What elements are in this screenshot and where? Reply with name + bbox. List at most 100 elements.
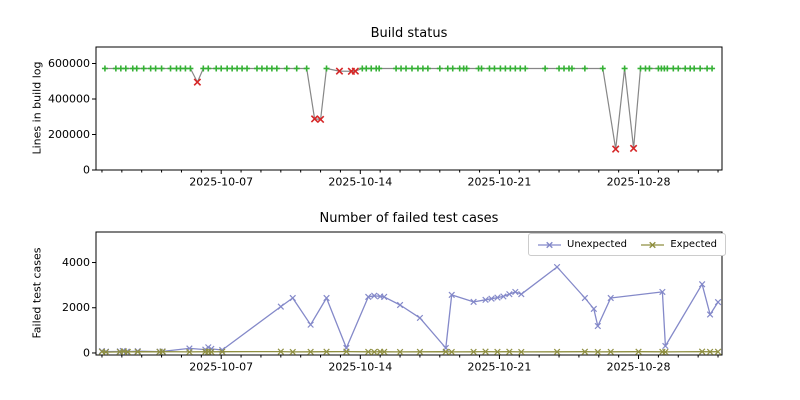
series-marker-unexpected xyxy=(380,293,388,301)
x-tick-label: 2025-10-21 xyxy=(467,176,531,189)
series-marker-expected xyxy=(482,348,489,355)
legend-sample-expected-icon xyxy=(641,241,665,248)
series-line-expected xyxy=(101,350,719,353)
series-marker-expected xyxy=(607,348,614,356)
series-marker-expected xyxy=(706,348,714,356)
series-marker-unexpected xyxy=(307,321,314,328)
series-marker-expected xyxy=(380,348,388,356)
series-marker-expected xyxy=(518,348,525,356)
series-marker-unexpected xyxy=(289,294,296,302)
x-tick-label: 2025-10-28 xyxy=(607,361,671,374)
series-marker-expected xyxy=(323,348,330,355)
series-marker-expected xyxy=(506,348,513,355)
series-marker-expected xyxy=(659,348,666,356)
series-line-unexpected xyxy=(101,266,719,353)
chart-title-failed-test-cases: Number of failed test cases xyxy=(319,211,499,226)
y-tick-label: 2000 xyxy=(62,301,90,314)
series-marker-unexpected xyxy=(500,293,507,300)
series-marker-unexpected xyxy=(706,311,714,318)
y-tick-label: 400000 xyxy=(48,93,90,106)
series-marker-unexpected xyxy=(553,263,561,271)
series-marker-unexpected xyxy=(277,303,285,310)
failed-build-marker xyxy=(335,67,344,75)
failed-build-marker xyxy=(193,78,202,86)
series-marker-expected xyxy=(635,348,642,355)
legend-item-expected: Expected xyxy=(640,239,717,250)
series-marker-unexpected xyxy=(590,305,598,313)
series-marker-expected xyxy=(102,348,110,356)
series-marker-expected xyxy=(448,348,455,356)
series-marker-unexpected xyxy=(494,294,501,301)
x-tick-label: 2025-10-28 xyxy=(607,176,671,189)
x-tick-label: 2025-10-21 xyxy=(467,361,531,374)
series-marker-unexpected xyxy=(470,298,477,306)
series-marker-expected xyxy=(205,348,212,355)
series-marker-unexpected xyxy=(488,295,495,302)
y-tick-label: 0 xyxy=(83,346,90,359)
y-tick-label: 600000 xyxy=(48,57,90,70)
x-tick-label: 2025-10-14 xyxy=(328,176,392,189)
legend: Unexpected Expected xyxy=(528,233,726,256)
series-marker-expected xyxy=(698,348,706,355)
series-marker-unexpected xyxy=(659,288,666,296)
series-marker-unexpected xyxy=(370,292,378,299)
series-marker-unexpected xyxy=(506,290,513,298)
series-marker-unexpected xyxy=(482,296,489,304)
chart-title-build-status: Build status xyxy=(370,26,448,41)
legend-item-unexpected: Unexpected xyxy=(537,239,627,250)
series-marker-expected xyxy=(277,348,285,355)
series-marker-expected xyxy=(581,348,589,355)
series-marker-expected xyxy=(662,348,669,356)
series-marker-expected xyxy=(594,348,602,356)
series-marker-unexpected xyxy=(594,322,602,330)
series-marker-expected xyxy=(370,348,378,356)
series-marker-expected xyxy=(159,348,166,355)
series-marker-expected xyxy=(208,348,215,356)
failed-build-marker xyxy=(310,115,319,123)
series-marker-expected xyxy=(470,348,477,356)
legend-label-expected: Expected xyxy=(670,239,717,250)
axes-box xyxy=(95,46,723,171)
series-marker-unexpected xyxy=(518,290,525,298)
x-tick-label: 2025-10-14 xyxy=(328,361,392,374)
series-marker-unexpected xyxy=(365,293,372,301)
failed-build-marker xyxy=(611,145,620,153)
y-tick-label: 200000 xyxy=(48,128,90,141)
series-marker-expected xyxy=(124,348,132,356)
series-marker-expected xyxy=(494,348,501,356)
series-marker-unexpected xyxy=(607,294,614,302)
series-marker-expected xyxy=(714,348,722,355)
legend-sample-unexpected-icon xyxy=(538,241,561,248)
series-marker-unexpected xyxy=(448,291,455,299)
y-tick-label: 4000 xyxy=(62,256,90,269)
series-marker-expected xyxy=(134,348,141,355)
series-marker-unexpected xyxy=(416,314,424,322)
series-marker-unexpected xyxy=(662,342,669,350)
series-marker-expected xyxy=(442,348,449,355)
series-marker-unexpected xyxy=(396,301,404,309)
series-marker-expected xyxy=(416,348,424,356)
series-marker-expected xyxy=(307,348,314,356)
series-marker-expected xyxy=(396,348,404,356)
legend-label-unexpected: Unexpected xyxy=(567,239,627,250)
series-marker-expected xyxy=(365,348,372,356)
series-marker-unexpected xyxy=(512,288,519,296)
series-marker-unexpected xyxy=(323,294,330,302)
series-marker-unexpected xyxy=(698,281,706,288)
x-tick-label: 2025-10-07 xyxy=(189,176,253,189)
y-tick-label: 0 xyxy=(83,164,90,177)
failed-build-marker xyxy=(629,144,638,153)
series-marker-unexpected xyxy=(581,294,589,302)
failed-build-marker xyxy=(316,115,325,124)
series-marker-expected xyxy=(553,348,561,356)
axes-box xyxy=(95,231,723,356)
failed-build-marker xyxy=(351,67,360,75)
series-marker-expected xyxy=(289,348,296,356)
x-tick-label: 2025-10-07 xyxy=(189,361,253,374)
series-marker-expected xyxy=(186,348,193,356)
series-marker-unexpected xyxy=(714,298,722,306)
series-marker-expected xyxy=(218,348,226,355)
series-marker-expected xyxy=(343,348,350,355)
